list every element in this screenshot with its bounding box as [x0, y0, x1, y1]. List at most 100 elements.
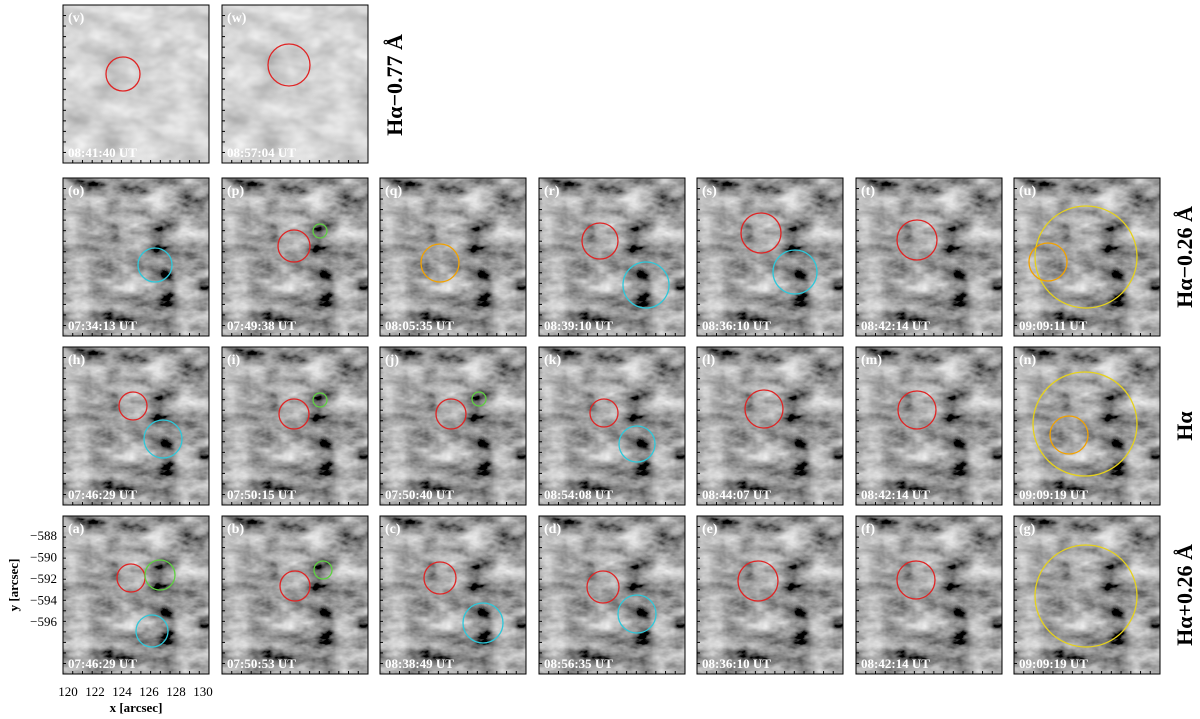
solar-image	[380, 516, 526, 674]
panel: (v) 08:41:40 UT	[62, 4, 210, 164]
panel-label: (j)	[385, 353, 399, 368]
panel: (i) 07:50:15 UT	[221, 346, 369, 506]
row-label: Hα+0.26 Å	[1172, 544, 1197, 646]
panel-time: 08:42:14 UT	[861, 487, 930, 502]
panel-time: 08:44:07 UT	[702, 487, 771, 502]
solar-image	[1014, 347, 1160, 505]
solar-image	[697, 516, 843, 674]
panel-frame	[379, 346, 527, 506]
panel-time: 08:56:35 UT	[544, 656, 613, 671]
panel-time: 09:09:19 UT	[1019, 656, 1088, 671]
x-tick-label: 128	[166, 684, 186, 699]
x-tick-label: 130	[193, 684, 213, 699]
panel: (f) 08:42:14 UT	[855, 515, 1003, 675]
y-tick-label: −592	[30, 571, 57, 586]
y-tick-label: −590	[30, 550, 57, 565]
panel-frame	[1013, 515, 1161, 675]
panel: (g) 09:09:19 UT	[1013, 515, 1161, 675]
solar-image	[539, 347, 685, 505]
panel: (p) 07:49:38 UT	[221, 177, 369, 337]
feature-circle	[740, 212, 782, 254]
panel-label: (w)	[227, 11, 247, 26]
panel-time: 08:38:49 UT	[385, 656, 454, 671]
panel-label: (b)	[227, 522, 244, 537]
panel-label: (k)	[544, 353, 561, 368]
feature-circle	[420, 243, 460, 283]
panel-label: (c)	[385, 522, 401, 537]
panel-label: (q)	[385, 184, 402, 199]
panel: (q) 08:05:35 UT	[379, 177, 527, 337]
panel-time: 07:46:29 UT	[68, 487, 137, 502]
feature-circle	[1034, 544, 1138, 648]
feature-circle	[312, 223, 328, 239]
feature-circle	[896, 560, 936, 600]
feature-circle	[137, 247, 173, 283]
panel-label: (a)	[68, 522, 85, 537]
panel-frame	[696, 346, 844, 506]
feature-circle	[772, 249, 818, 295]
panel-time: 08:42:14 UT	[861, 656, 930, 671]
x-tick-label: 120	[58, 684, 78, 699]
feature-circle	[144, 559, 176, 591]
panel-frame	[855, 515, 1003, 675]
panel-label: (p)	[227, 184, 244, 199]
solar-image	[222, 347, 368, 505]
row-label: Hα−0.77 Å	[382, 34, 407, 136]
feature-circle	[423, 561, 457, 595]
feature-circle	[435, 398, 467, 430]
panel-time: 07:34:13 UT	[68, 318, 137, 333]
panel-frame	[221, 4, 369, 164]
panel-frame	[696, 177, 844, 337]
feature-circle	[471, 391, 487, 407]
feature-circle	[277, 229, 311, 263]
panel-label: (r)	[544, 184, 560, 199]
panel-frame	[855, 346, 1003, 506]
panel-frame	[379, 177, 527, 337]
feature-circle	[622, 261, 670, 309]
y-tick-label: −588	[30, 528, 57, 543]
panel-label: (d)	[544, 522, 561, 537]
feature-circle	[118, 391, 148, 421]
panel-label: (u)	[1019, 184, 1036, 199]
x-axis-label: x [arcsec]	[110, 700, 163, 715]
panel-frame	[538, 177, 686, 337]
solar-image	[222, 178, 368, 336]
feature-circle	[143, 419, 183, 459]
panel: (c) 08:38:49 UT	[379, 515, 527, 675]
panel-label: (t)	[861, 184, 875, 199]
panel-label: (s)	[702, 184, 717, 199]
panel-label: (v)	[68, 11, 85, 26]
panel: (s) 08:36:10 UT	[696, 177, 844, 337]
panel-frame	[379, 515, 527, 675]
panel-label: (l)	[702, 353, 716, 368]
feature-circle	[581, 222, 619, 260]
feature-circle	[589, 398, 619, 428]
feature-circle	[267, 43, 311, 87]
panel-time: 08:36:10 UT	[702, 318, 771, 333]
panel-label: (o)	[68, 184, 85, 199]
panel: (t) 08:42:14 UT	[855, 177, 1003, 337]
panel: (l) 08:44:07 UT	[696, 346, 844, 506]
row-label: Hα	[1172, 411, 1197, 441]
y-axis-label: y [arcsec]	[6, 559, 21, 612]
y-tick-label: −596	[30, 614, 57, 629]
panel-time: 08:54:08 UT	[544, 487, 613, 502]
solar-image	[380, 178, 526, 336]
feature-circle	[278, 398, 310, 430]
panel: (u) 09:09:11 UT	[1013, 177, 1161, 337]
feature-circle	[897, 390, 937, 430]
solar-image	[1014, 178, 1160, 336]
panel-label: (h)	[68, 353, 85, 368]
panel-frame	[696, 515, 844, 675]
row-label: Hα−0.26 Å	[1172, 206, 1197, 308]
x-tick-label: 122	[85, 684, 105, 699]
panel-frame	[62, 4, 210, 164]
panel-time: 09:09:11 UT	[1019, 318, 1088, 333]
solar-image	[697, 347, 843, 505]
feature-circle	[312, 392, 328, 408]
solar-image	[1014, 516, 1160, 674]
panel: (d) 08:56:35 UT	[538, 515, 686, 675]
panel-label: (m)	[861, 353, 882, 368]
solar-image	[697, 178, 843, 336]
solar-image	[856, 347, 1002, 505]
